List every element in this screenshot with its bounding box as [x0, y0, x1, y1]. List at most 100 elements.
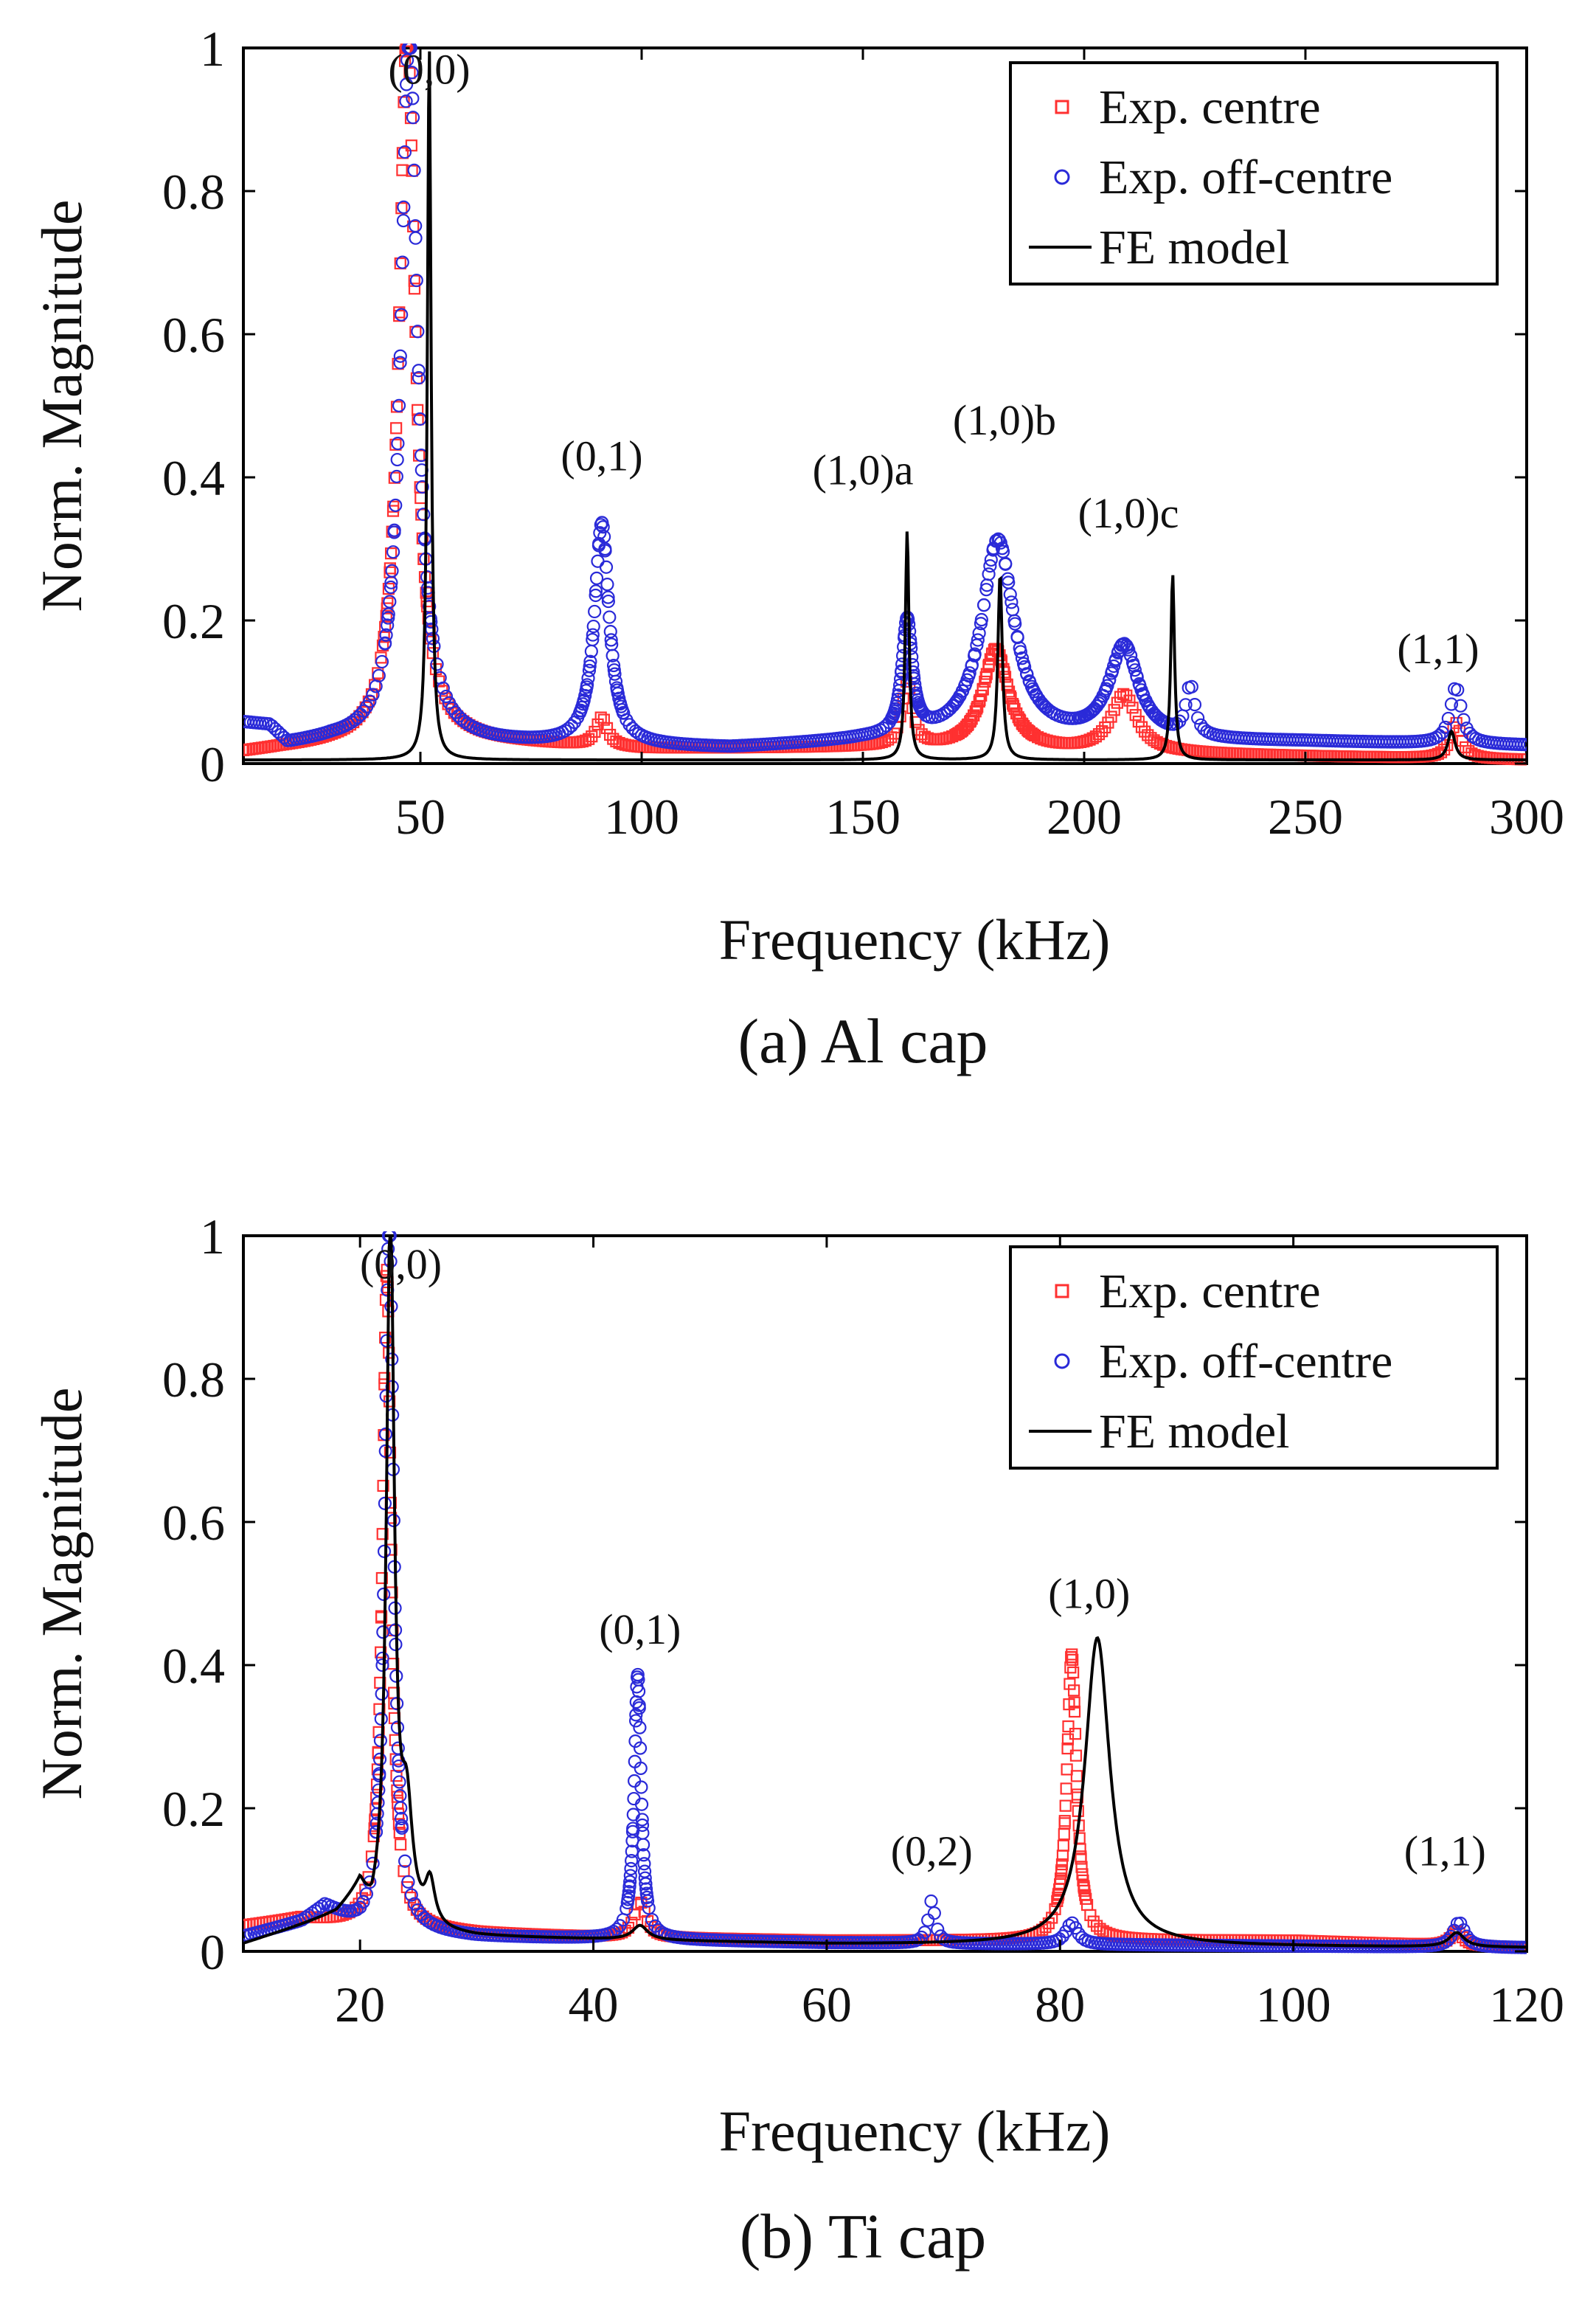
x-tick-label: 80: [1035, 1976, 1085, 2033]
data-point-square: [1057, 1839, 1069, 1852]
data-point-circle: [314, 1899, 329, 1913]
data-point-circle: [1005, 1937, 1019, 1951]
data-point-square: [1075, 1852, 1087, 1865]
plot-frame: [242, 1234, 1528, 1953]
legend-label: FE model: [1099, 221, 1290, 274]
data-point-circle: [633, 1720, 647, 1734]
peak-annotation: (1,0): [1048, 1569, 1130, 1617]
data-point-square: [1058, 1828, 1070, 1841]
data-point-circle: [356, 1895, 370, 1909]
peak-annotation: (1,0)b: [953, 396, 1056, 444]
data-point-circle: [960, 673, 974, 687]
y-axis-label: Norm. Magnitude: [30, 1388, 94, 1800]
data-point-square: [1062, 1720, 1075, 1733]
data-point-circle: [931, 1923, 945, 1937]
data-point-square: [579, 734, 592, 747]
data-point-circle: [1184, 679, 1198, 693]
figure-caption: (a) Al cap: [738, 1006, 988, 1076]
peak-annotation: (1,1): [1404, 1827, 1486, 1875]
data-point-circle: [1444, 697, 1459, 711]
data-point-circle: [1441, 711, 1455, 726]
data-point-circle: [636, 1838, 650, 1852]
data-point-circle: [589, 588, 603, 603]
data-point-circle: [1030, 689, 1044, 703]
data-point-circle: [974, 612, 988, 627]
data-point-square: [1151, 736, 1163, 748]
data-point-circle: [372, 1783, 386, 1797]
data-point-square: [414, 491, 427, 505]
data-point-circle: [412, 370, 426, 385]
data-point-circle: [635, 1818, 650, 1833]
data-point-square: [377, 1479, 389, 1492]
legend-marker-square: [1055, 100, 1069, 114]
x-tick-label: 200: [1047, 789, 1122, 845]
data-point-circle: [999, 557, 1013, 571]
chart-panel-a: 50 100 150 200 250 300 0 0.2 0.4 0.6 0.8 1 Frequency…: [30, 21, 1564, 1076]
data-point-circle: [591, 554, 605, 568]
data-point-circle: [1106, 659, 1121, 674]
data-point-circle: [395, 1821, 409, 1835]
data-point-circle: [390, 1720, 405, 1734]
data-point-circle: [375, 1651, 389, 1665]
data-point-circle: [1457, 713, 1471, 727]
data-point-circle: [637, 1857, 651, 1871]
data-point-square: [888, 727, 901, 740]
data-point-circle: [400, 77, 414, 91]
data-point-circle: [1187, 698, 1202, 712]
data-point-circle: [405, 66, 419, 80]
data-point-circle: [375, 1658, 389, 1672]
data-point-circle: [392, 398, 406, 412]
data-point-square: [1058, 1815, 1071, 1827]
data-point-circle: [645, 1912, 659, 1927]
data-point-circle: [404, 1888, 418, 1902]
figure-caption: (b) Ti cap: [740, 2201, 986, 2272]
data-point-circle: [915, 705, 929, 719]
data-point-circle: [581, 671, 595, 685]
data-point-square: [1049, 1903, 1061, 1915]
legend-label: FE model: [1099, 1405, 1290, 1459]
data-point-circle: [622, 1889, 636, 1903]
data-point-circle: [623, 1869, 637, 1883]
data-point-square: [968, 709, 980, 722]
data-point-circle: [622, 1885, 636, 1899]
data-point-square: [389, 438, 402, 451]
data-point-square: [1108, 704, 1120, 716]
data-point-circle: [1020, 668, 1034, 682]
data-point-circle: [586, 619, 600, 634]
data-point-square: [583, 733, 595, 745]
x-tick-label: 150: [825, 789, 901, 845]
data-point-square: [388, 471, 400, 484]
data-point-circle: [409, 231, 423, 245]
data-point-square: [604, 728, 617, 741]
data-point-circle: [1108, 652, 1123, 666]
data-point-circle: [632, 1701, 646, 1715]
legend-label: Exp. off-centre: [1099, 1335, 1392, 1388]
data-point-circle: [407, 163, 421, 177]
data-point-circle: [603, 610, 617, 624]
data-point-circle: [403, 44, 417, 55]
data-point-square: [387, 500, 400, 513]
data-point-square: [380, 609, 392, 622]
data-point-circle: [390, 452, 404, 467]
data-point-square: [1069, 1728, 1082, 1740]
data-point-square: [993, 649, 1006, 662]
y-axis-label: Norm. Magnitude: [30, 200, 94, 612]
data-point-circle: [363, 694, 377, 708]
data-point-square: [975, 689, 988, 702]
data-point-circle: [377, 1587, 391, 1602]
data-point-circle: [627, 1791, 641, 1806]
data-point-circle: [628, 1734, 642, 1748]
y-tick-label: 0.8: [162, 1352, 225, 1408]
data-point-square: [1434, 746, 1448, 758]
data-point-circle: [639, 1877, 653, 1891]
data-point-circle: [1015, 651, 1030, 665]
data-point-circle: [392, 1759, 406, 1774]
legend: Exp. centre Exp. off-centre FE model: [1009, 1245, 1499, 1470]
chart-panel-b: 20 40 60 80 100 120 0 0.2 0.4 0.6 0.8 1 Frequency (k…: [30, 1208, 1564, 2272]
data-point-circle: [373, 1734, 388, 1748]
data-point-circle: [1451, 683, 1465, 697]
data-point-square: [1075, 1861, 1088, 1873]
data-point-circle: [608, 667, 622, 681]
y-tick-label: 0.6: [162, 1495, 225, 1551]
